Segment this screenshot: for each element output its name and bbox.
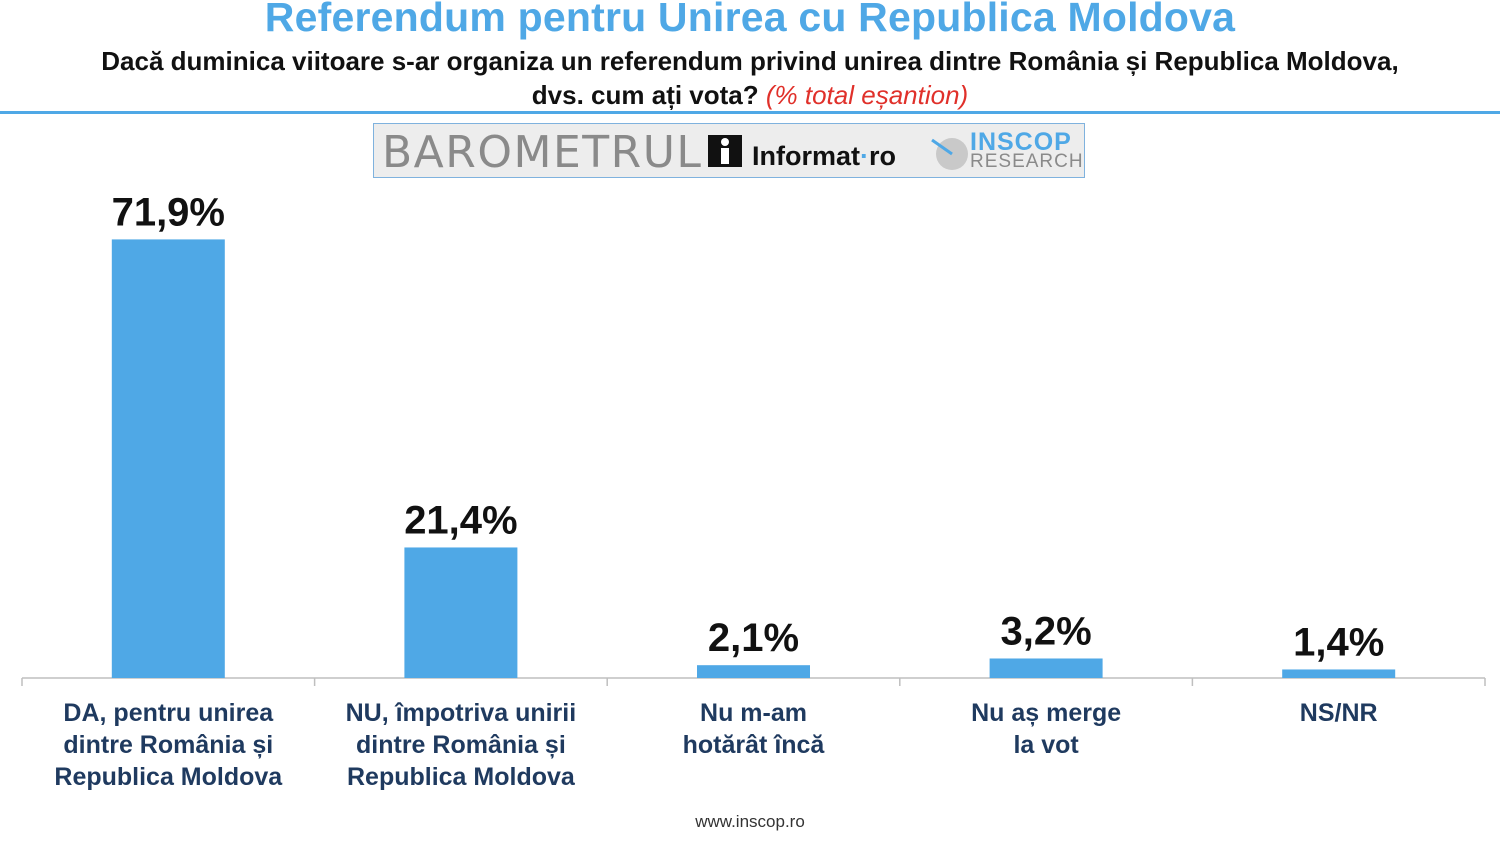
data-label: 3,2%: [1001, 609, 1092, 653]
barometrul-logo: BAROMETRUL: [382, 127, 703, 178]
category-label: Nu m-am: [700, 699, 807, 727]
bar: [404, 547, 518, 678]
inscop-globe-icon: [931, 138, 968, 170]
category-label: NU, împotriva unirii: [346, 699, 577, 727]
chart-subtitle: Dacă duminica viitoare s-ar organiza un …: [90, 44, 1410, 112]
bar: [989, 658, 1103, 678]
informat-tld: ro: [869, 141, 896, 171]
bar-chart: 71,9% DA, pentru unirea dintre România și R…: [21, 190, 1486, 791]
subtitle-question: Dacă duminica viitoare s-ar organiza un …: [101, 46, 1399, 110]
informat-i-icon: [708, 135, 742, 167]
footer-url: www.inscop.ro: [695, 812, 805, 831]
sponsor-logo-banner: BAROMETRUL Informat·ro INSCOP RESEARCH: [373, 123, 1085, 178]
chart-title: Referendum pentru Unirea cu Republica Mo…: [264, 0, 1236, 40]
subtitle-note: (% total eșantion): [765, 80, 969, 110]
data-label: 21,4%: [404, 498, 517, 542]
informat-name: Informat: [752, 141, 860, 171]
category-label: dintre România și: [63, 731, 273, 759]
inscop-research-label: RESEARCH: [970, 151, 1084, 172]
header-divider: [0, 111, 1500, 114]
category-label: NS/NR: [1300, 699, 1378, 727]
category-label: Nu aș merge: [971, 699, 1121, 727]
bar: [697, 665, 810, 678]
category-label: la vot: [1013, 731, 1079, 759]
category-label: hotărât încă: [683, 731, 826, 759]
category-label: Republica Moldova: [347, 763, 576, 791]
data-label: 2,1%: [708, 616, 799, 660]
bar: [111, 239, 225, 678]
category-label: DA, pentru unirea: [63, 699, 274, 727]
data-label: 71,9%: [112, 190, 225, 234]
informat-logo: Informat·ro: [752, 141, 896, 172]
category-label: Republica Moldova: [54, 763, 283, 791]
informat-dot: ·: [860, 141, 869, 171]
data-label: 1,4%: [1293, 620, 1384, 664]
category-label: dintre România și: [356, 731, 566, 759]
inscop-logo: INSCOP: [970, 128, 1072, 156]
bar: [1282, 669, 1396, 678]
